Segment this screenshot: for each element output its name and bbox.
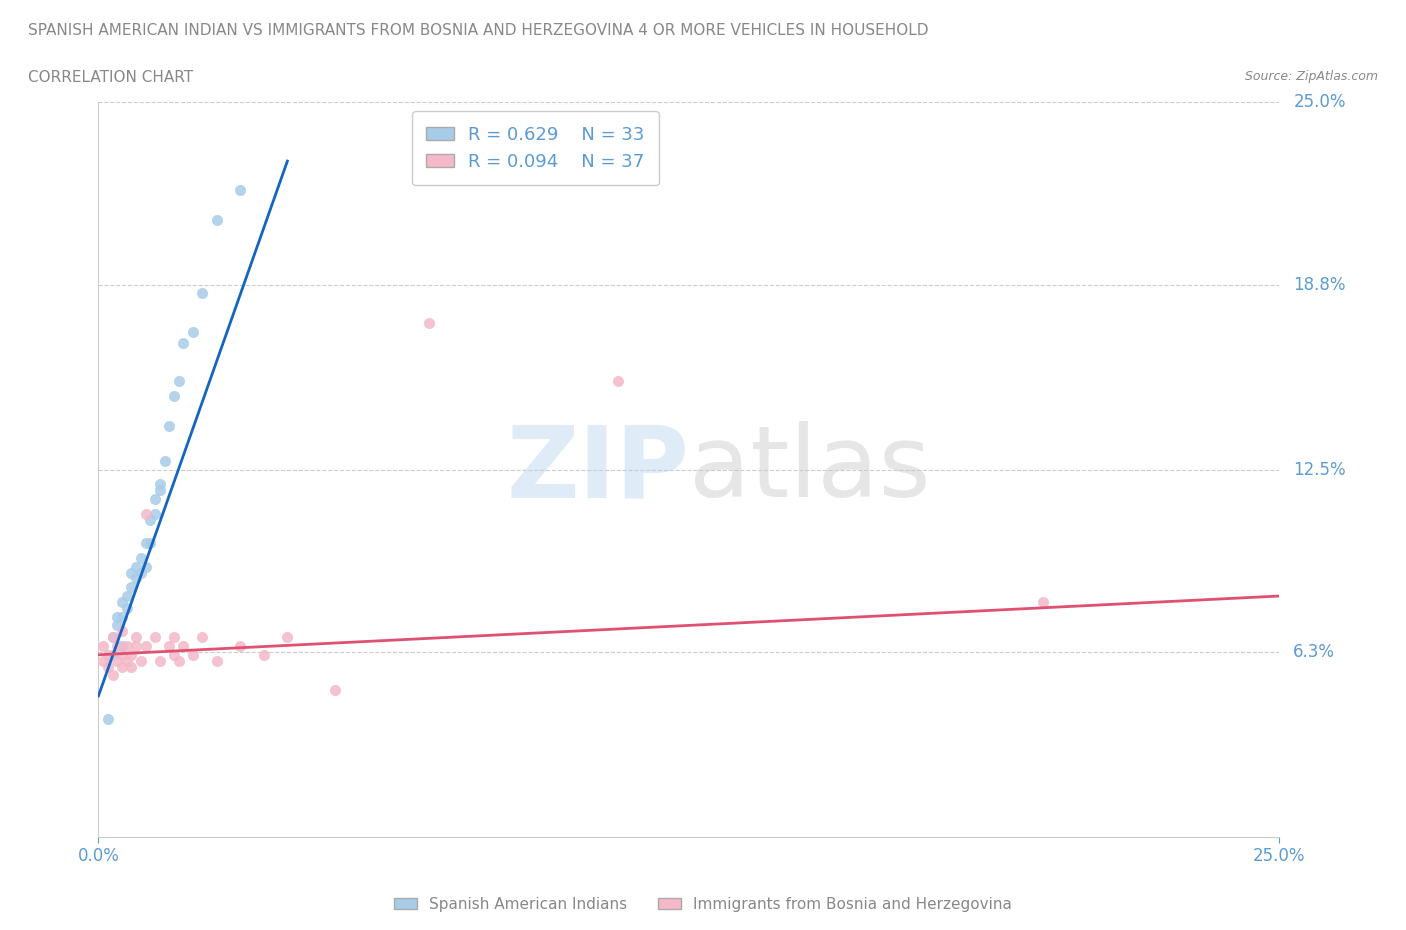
Point [229, 183, 252, 198]
Point [149, 483, 172, 498]
Point [125, 571, 148, 586]
Point [97, 712, 120, 727]
Point [135, 559, 157, 574]
Point [121, 647, 143, 662]
Point [607, 374, 630, 389]
Point [135, 536, 157, 551]
Point [105, 618, 128, 632]
Point [111, 647, 134, 662]
Text: 6.3%: 6.3% [1294, 643, 1336, 661]
Point [129, 551, 152, 565]
Text: atlas: atlas [689, 421, 931, 518]
Point [105, 609, 128, 624]
Point [115, 589, 138, 604]
Text: ZIP: ZIP [506, 421, 689, 518]
Point [111, 659, 134, 674]
Point [111, 639, 134, 654]
Point [1032, 594, 1054, 609]
Point [181, 647, 204, 662]
Text: 18.8%: 18.8% [1294, 275, 1346, 294]
Point [121, 659, 143, 674]
Point [191, 286, 214, 300]
Point [115, 601, 138, 616]
Point [157, 639, 180, 654]
Point [163, 630, 186, 644]
Point [149, 477, 172, 492]
Point [229, 639, 252, 654]
Text: 25.0%: 25.0% [1294, 93, 1346, 112]
Point [157, 418, 180, 433]
Legend: R = 0.629    N = 33, R = 0.094    N = 37: R = 0.629 N = 33, R = 0.094 N = 37 [412, 112, 659, 185]
Point [181, 324, 204, 339]
Point [135, 639, 157, 654]
Point [129, 653, 152, 668]
Point [115, 639, 138, 654]
Point [323, 683, 346, 698]
Legend: Spanish American Indians, Immigrants from Bosnia and Herzegovina: Spanish American Indians, Immigrants fro… [388, 891, 1018, 918]
Text: Source: ZipAtlas.com: Source: ZipAtlas.com [1244, 70, 1378, 83]
Point [143, 492, 166, 507]
Point [167, 374, 190, 389]
Point [125, 559, 148, 574]
Point [205, 653, 228, 668]
Point [121, 579, 143, 594]
Point [101, 668, 124, 683]
Point [163, 647, 186, 662]
Point [101, 630, 124, 644]
Point [191, 630, 214, 644]
Point [125, 630, 148, 644]
Point [105, 653, 128, 668]
Point [205, 212, 228, 227]
Point [139, 536, 162, 551]
Point [143, 630, 166, 644]
Point [111, 624, 134, 639]
Point [149, 653, 172, 668]
Point [276, 630, 298, 644]
Point [167, 653, 190, 668]
Point [101, 630, 124, 644]
Point [172, 336, 194, 351]
Point [91, 639, 114, 654]
Text: 12.5%: 12.5% [1294, 460, 1346, 479]
Point [91, 653, 114, 668]
Point [111, 609, 134, 624]
Point [111, 594, 134, 609]
Text: CORRELATION CHART: CORRELATION CHART [28, 70, 193, 85]
Point [101, 647, 124, 662]
Point [163, 389, 186, 404]
Point [135, 506, 157, 521]
Point [139, 512, 162, 527]
Point [143, 506, 166, 521]
Point [125, 639, 148, 654]
Point [129, 565, 152, 580]
Point [121, 565, 143, 580]
Point [97, 647, 120, 662]
Point [153, 454, 176, 469]
Point [418, 315, 440, 330]
Point [115, 653, 138, 668]
Text: SPANISH AMERICAN INDIAN VS IMMIGRANTS FROM BOSNIA AND HERZEGOVINA 4 OR MORE VEHI: SPANISH AMERICAN INDIAN VS IMMIGRANTS FR… [28, 23, 928, 38]
Point [105, 639, 128, 654]
Point [97, 659, 120, 674]
Point [172, 639, 194, 654]
Point [253, 647, 276, 662]
